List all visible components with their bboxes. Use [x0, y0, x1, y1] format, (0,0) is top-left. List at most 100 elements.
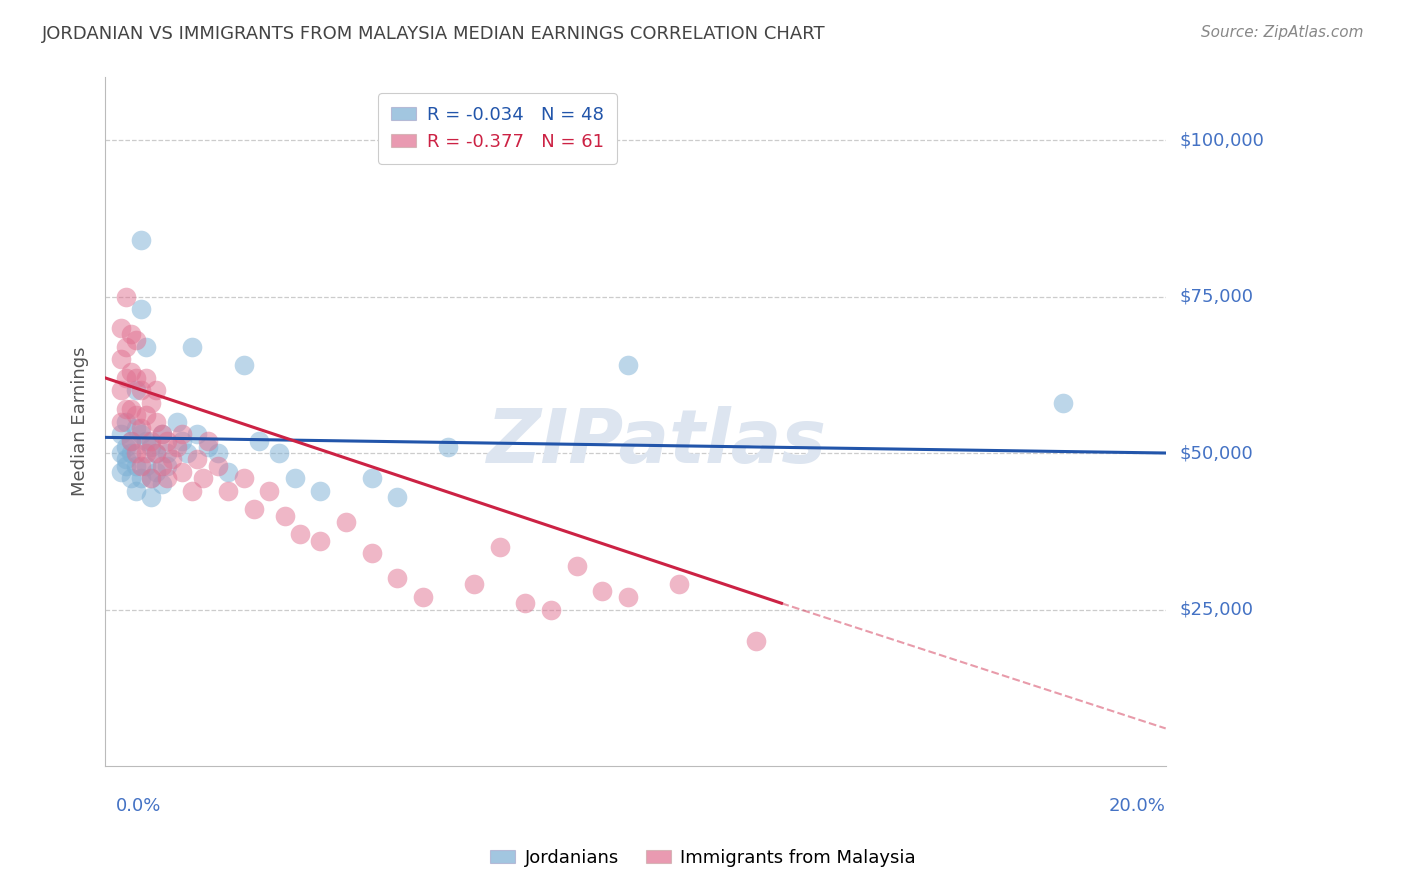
Point — [141, 471, 163, 485]
Point — [156, 446, 179, 460]
Point — [110, 415, 132, 429]
Point — [242, 502, 264, 516]
Point — [145, 465, 167, 479]
Point — [125, 384, 148, 398]
Point — [170, 434, 193, 448]
Point — [145, 415, 167, 429]
Text: $50,000: $50,000 — [1180, 444, 1253, 462]
Point — [129, 301, 152, 316]
Point — [160, 452, 183, 467]
Point — [125, 371, 148, 385]
Point — [232, 359, 254, 373]
Point — [114, 452, 136, 467]
Point — [1052, 396, 1074, 410]
Point — [135, 458, 157, 473]
Point — [114, 440, 136, 454]
Point — [387, 490, 409, 504]
Point — [135, 340, 157, 354]
Point — [129, 458, 152, 473]
Point — [591, 583, 613, 598]
Point — [114, 371, 136, 385]
Point — [247, 434, 270, 448]
Point — [120, 446, 142, 460]
Point — [745, 633, 768, 648]
Point — [668, 577, 690, 591]
Point — [284, 471, 307, 485]
Point — [120, 471, 142, 485]
Y-axis label: Median Earnings: Median Earnings — [72, 347, 89, 497]
Point — [540, 602, 562, 616]
Point — [129, 471, 152, 485]
Point — [125, 334, 148, 348]
Point — [141, 471, 163, 485]
Point — [125, 446, 148, 460]
Point — [135, 409, 157, 423]
Text: ZIPatlas: ZIPatlas — [486, 406, 827, 479]
Point — [120, 434, 142, 448]
Point — [186, 452, 208, 467]
Point — [176, 446, 198, 460]
Point — [125, 421, 148, 435]
Point — [129, 421, 152, 435]
Point — [110, 352, 132, 367]
Point — [360, 471, 382, 485]
Text: $75,000: $75,000 — [1180, 287, 1254, 306]
Point — [273, 508, 295, 523]
Point — [309, 483, 332, 498]
Point — [156, 471, 179, 485]
Point — [129, 427, 152, 442]
Text: $100,000: $100,000 — [1180, 131, 1264, 149]
Text: 0.0%: 0.0% — [115, 797, 160, 814]
Point — [197, 434, 219, 448]
Point — [129, 233, 152, 247]
Point — [156, 434, 179, 448]
Text: 20.0%: 20.0% — [1109, 797, 1166, 814]
Point — [257, 483, 280, 498]
Point — [150, 427, 173, 442]
Point — [141, 440, 163, 454]
Point — [515, 596, 537, 610]
Point — [129, 384, 152, 398]
Point — [387, 571, 409, 585]
Point — [120, 365, 142, 379]
Point — [110, 465, 132, 479]
Point — [186, 427, 208, 442]
Point — [565, 558, 588, 573]
Point — [166, 415, 188, 429]
Point — [145, 446, 167, 460]
Point — [150, 458, 173, 473]
Point — [232, 471, 254, 485]
Point — [141, 396, 163, 410]
Point — [360, 546, 382, 560]
Point — [166, 440, 188, 454]
Point — [191, 471, 214, 485]
Point — [197, 440, 219, 454]
Text: JORDANIAN VS IMMIGRANTS FROM MALAYSIA MEDIAN EARNINGS CORRELATION CHART: JORDANIAN VS IMMIGRANTS FROM MALAYSIA ME… — [42, 25, 825, 43]
Point — [135, 434, 157, 448]
Point — [170, 465, 193, 479]
Point — [217, 483, 239, 498]
Point — [145, 446, 167, 460]
Point — [110, 384, 132, 398]
Text: Source: ZipAtlas.com: Source: ZipAtlas.com — [1201, 25, 1364, 40]
Point — [412, 590, 434, 604]
Point — [110, 446, 132, 460]
Point — [170, 427, 193, 442]
Point — [463, 577, 485, 591]
Point — [114, 402, 136, 417]
Point — [110, 427, 132, 442]
Point — [120, 327, 142, 342]
Point — [616, 590, 638, 604]
Point — [135, 371, 157, 385]
Point — [207, 458, 229, 473]
Point — [488, 540, 510, 554]
Point — [114, 289, 136, 303]
Point — [125, 483, 148, 498]
Point — [437, 440, 460, 454]
Point — [207, 446, 229, 460]
Point — [125, 409, 148, 423]
Point — [114, 458, 136, 473]
Legend: Jordanians, Immigrants from Malaysia: Jordanians, Immigrants from Malaysia — [484, 842, 922, 874]
Legend: R = -0.034   N = 48, R = -0.377   N = 61: R = -0.034 N = 48, R = -0.377 N = 61 — [378, 94, 617, 163]
Point — [150, 477, 173, 491]
